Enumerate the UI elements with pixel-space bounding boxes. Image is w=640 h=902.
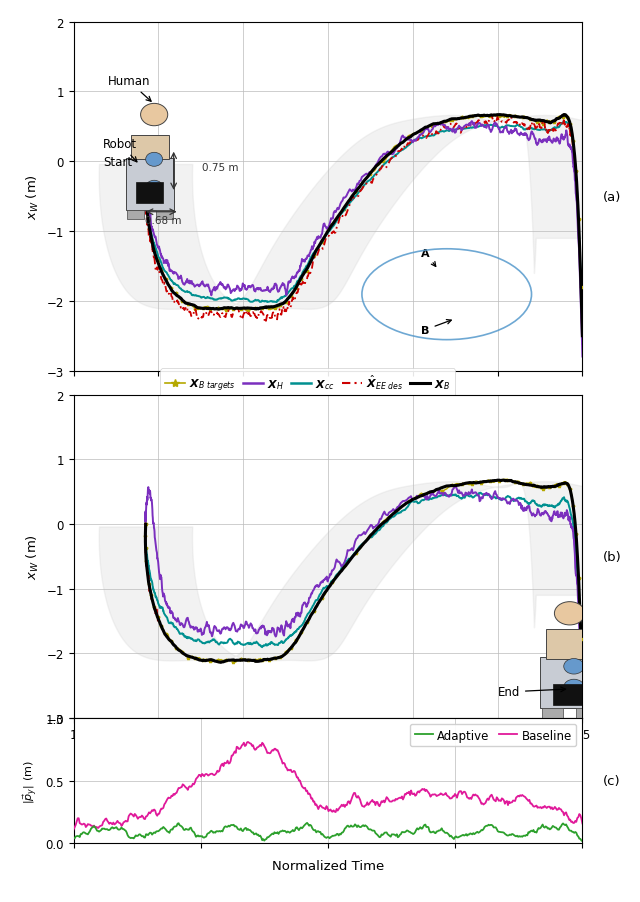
Baseline: [374, 796, 381, 807]
Bar: [127, 210, 144, 220]
Bar: [126, 159, 173, 211]
Adaptive: [579, 836, 586, 847]
Circle shape: [146, 181, 163, 195]
Bar: [131, 135, 168, 161]
Legend: Adaptive, Baseline: Adaptive, Baseline: [410, 724, 577, 747]
Bar: [541, 708, 563, 720]
Text: Human: Human: [108, 76, 151, 102]
Line: Adaptive: Adaptive: [74, 823, 582, 842]
Text: Start: Start: [103, 156, 132, 169]
Bar: [577, 708, 598, 720]
Text: (b): (b): [603, 550, 621, 564]
Text: B: B: [421, 320, 451, 336]
Baseline: [488, 789, 495, 800]
X-axis label: Normalized Time: Normalized Time: [272, 859, 384, 871]
Text: Robot: Robot: [103, 138, 138, 162]
Adaptive: [567, 825, 575, 836]
Baseline: [346, 798, 354, 809]
Circle shape: [564, 679, 584, 695]
Line: Baseline: Baseline: [74, 742, 582, 830]
Adaptive: [374, 830, 381, 841]
Baseline: [579, 818, 586, 829]
Text: 0.68 m: 0.68 m: [145, 216, 182, 226]
Adaptive: [312, 827, 320, 838]
Text: (c): (c): [603, 774, 620, 787]
Circle shape: [141, 105, 168, 126]
Bar: [546, 630, 593, 658]
Adaptive: [488, 820, 495, 831]
Bar: [156, 210, 173, 220]
Circle shape: [146, 153, 163, 167]
Circle shape: [554, 602, 585, 625]
Y-axis label: $x_W$ (m): $x_W$ (m): [25, 174, 41, 220]
X-axis label: $y_W$ (m): $y_W$ (m): [305, 747, 351, 763]
Baseline: [567, 816, 575, 827]
Text: (a): (a): [603, 190, 621, 204]
Circle shape: [564, 658, 584, 675]
Text: End: End: [497, 686, 566, 699]
Baseline: [244, 737, 252, 748]
Text: 0.75 m: 0.75 m: [202, 162, 239, 172]
Adaptive: [316, 827, 323, 838]
Y-axis label: $|\vec{p}_y|$ (m): $|\vec{p}_y|$ (m): [22, 759, 40, 803]
Bar: [540, 657, 599, 708]
Legend: $\boldsymbol{X}_{B\ targets}$, $\boldsymbol{X}_{H}$, $\boldsymbol{X}_{cc}$, $\ha: $\boldsymbol{X}_{B\ targets}$, $\boldsym…: [161, 369, 455, 398]
Baseline: [316, 801, 323, 812]
Baseline: [70, 824, 77, 835]
Adaptive: [346, 822, 354, 833]
Baseline: [312, 799, 320, 810]
Bar: [553, 685, 587, 705]
Adaptive: [70, 833, 77, 844]
Text: A: A: [421, 248, 436, 267]
Adaptive: [303, 817, 311, 828]
Bar: [136, 183, 163, 204]
Y-axis label: $x_W$ (m): $x_W$ (m): [25, 534, 41, 580]
